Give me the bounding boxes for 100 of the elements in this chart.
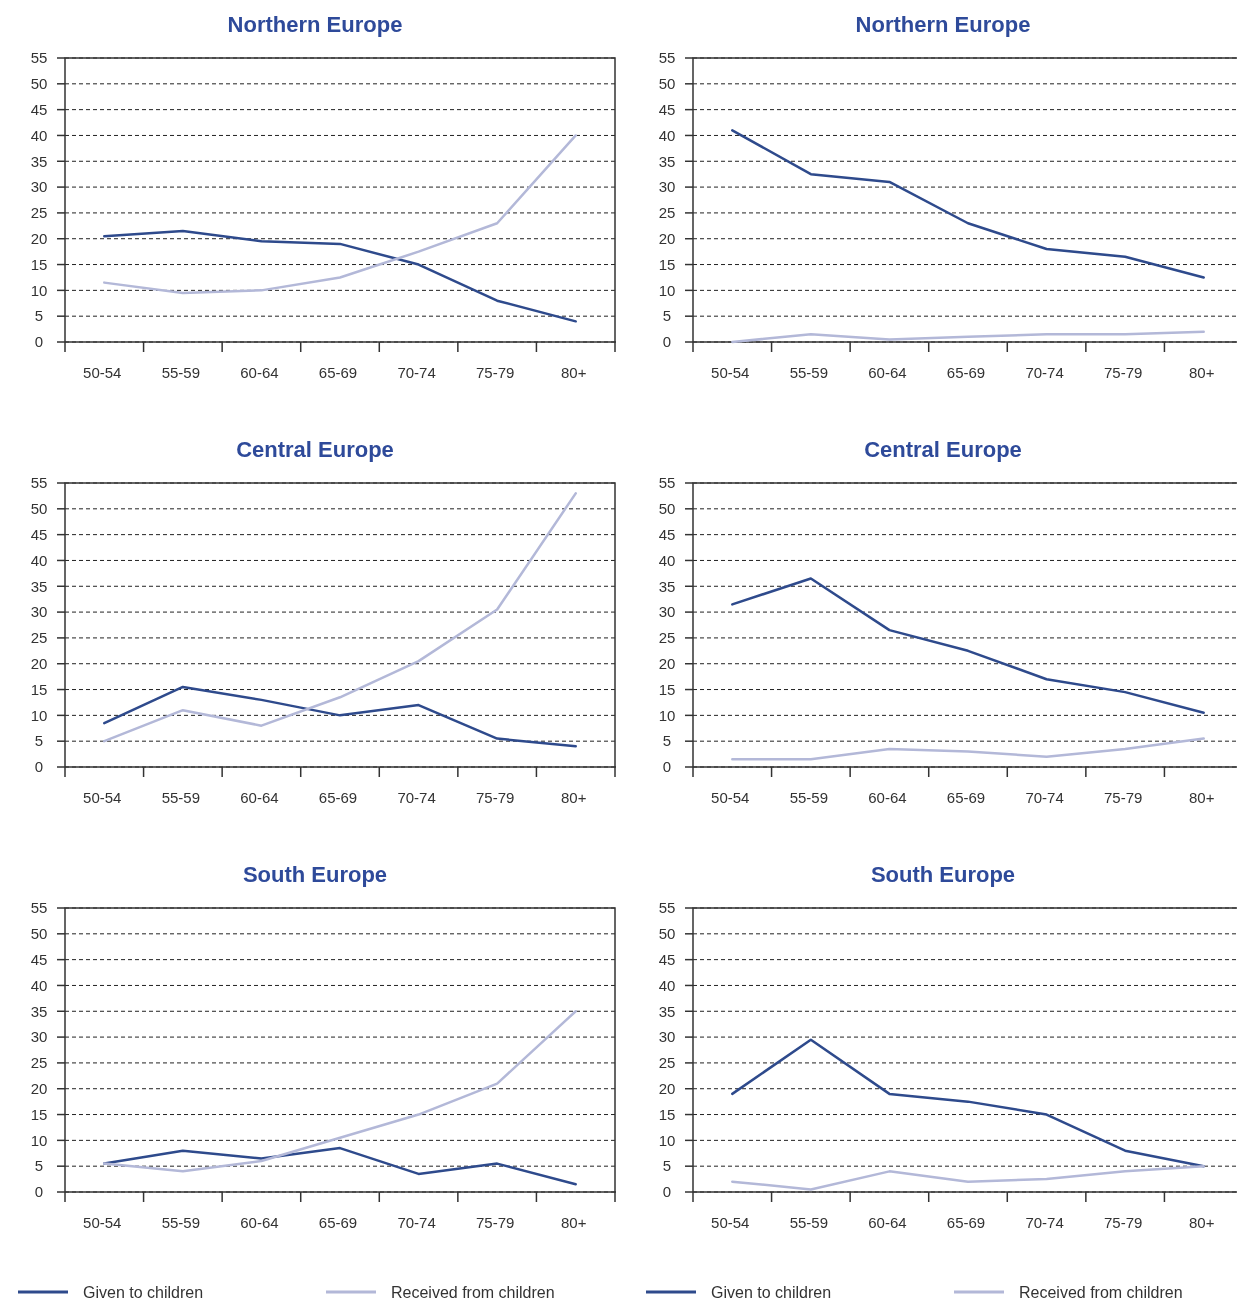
y-tick-label: 25: [658, 204, 676, 222]
y-tick-label: 40: [658, 126, 676, 144]
x-tick-label: 70-74: [1025, 1214, 1064, 1231]
y-tick-label: 40: [30, 976, 48, 994]
x-tick-label: 70-74: [397, 364, 436, 381]
x-tick-label: 50-54: [711, 1214, 750, 1231]
y-tick-label: 5: [34, 732, 44, 750]
line-series: [731, 330, 1205, 344]
y-tick-label: 10: [658, 706, 676, 724]
line-series: [731, 577, 1205, 715]
chart-title: South Europe: [870, 862, 1016, 887]
y-tick-label: 25: [658, 1054, 676, 1072]
y-tick-label: 10: [30, 281, 48, 299]
x-tick-label: 65-69: [318, 789, 358, 806]
y-tick-label: 30: [658, 178, 676, 196]
line-series: [103, 1010, 577, 1173]
chart-title: South Europe: [242, 862, 388, 887]
x-tick-label: 80+: [560, 789, 587, 806]
line-series: [731, 1038, 1205, 1168]
y-tick-label: 15: [658, 1105, 676, 1123]
y-tick-label: 50: [658, 925, 676, 943]
line-series: [103, 229, 577, 323]
x-tick-label: 65-69: [946, 1214, 986, 1231]
y-tick-label: 55: [658, 474, 676, 492]
x-tick-label: 50-54: [83, 1214, 122, 1231]
legend-label: Received from children: [391, 1283, 555, 1298]
line-series: [103, 1146, 577, 1186]
x-tick-label: 75-79: [475, 364, 515, 381]
y-tick-label: 35: [30, 577, 48, 595]
x-tick-label: 65-69: [946, 364, 986, 381]
y-tick-label: 25: [30, 204, 48, 222]
chart-title: Central Europe: [864, 437, 1022, 462]
line-series: [103, 685, 577, 748]
x-tick-label: 80+: [1188, 789, 1215, 806]
y-tick-label: 30: [658, 1028, 676, 1046]
x-tick-label: 50-54: [83, 364, 122, 381]
x-tick-label: 70-74: [1025, 364, 1064, 381]
y-tick-label: 15: [30, 1105, 48, 1123]
y-tick-label: 10: [658, 281, 676, 299]
x-tick-label: 70-74: [397, 1214, 436, 1231]
chart-title: Central Europe: [236, 437, 394, 462]
x-tick-label: 70-74: [397, 789, 436, 806]
y-tick-label: 20: [658, 654, 676, 672]
x-tick-label: 60-64: [240, 1214, 279, 1231]
x-tick-label: 70-74: [1025, 789, 1064, 806]
x-tick-label: 60-64: [240, 789, 279, 806]
y-tick-label: 30: [30, 178, 48, 196]
y-tick-label: 0: [34, 758, 44, 776]
y-tick-label: 50: [30, 500, 48, 518]
line-series: [731, 737, 1205, 761]
y-tick-label: 30: [30, 1028, 48, 1046]
x-tick-label: 80+: [1188, 364, 1215, 381]
y-tick-label: 5: [662, 732, 672, 750]
y-tick-label: 55: [658, 899, 676, 917]
y-tick-label: 5: [662, 307, 672, 325]
y-tick-label: 0: [662, 333, 672, 351]
y-tick-label: 15: [658, 680, 676, 698]
y-tick-label: 25: [30, 1054, 48, 1072]
y-tick-label: 20: [658, 1079, 676, 1097]
y-tick-label: 35: [658, 152, 676, 170]
y-tick-label: 45: [658, 950, 676, 968]
y-tick-label: 55: [30, 474, 48, 492]
y-tick-label: 0: [662, 758, 672, 776]
y-tick-label: 55: [30, 49, 48, 67]
legend-label: Given to children: [711, 1283, 832, 1298]
y-tick-label: 5: [34, 1157, 44, 1175]
x-tick-label: 65-69: [318, 364, 358, 381]
y-tick-label: 25: [30, 629, 48, 647]
y-tick-label: 5: [34, 307, 44, 325]
y-tick-label: 10: [658, 1131, 676, 1149]
y-tick-label: 40: [658, 976, 676, 994]
y-tick-label: 45: [658, 525, 676, 543]
y-tick-label: 30: [658, 603, 676, 621]
legend-label: Received from children: [1019, 1283, 1183, 1298]
x-tick-label: 65-69: [946, 789, 986, 806]
legend-label: Given to children: [83, 1283, 204, 1298]
y-tick-label: 45: [30, 525, 48, 543]
y-tick-label: 45: [30, 950, 48, 968]
y-tick-label: 20: [658, 229, 676, 247]
y-tick-label: 0: [34, 1183, 44, 1201]
y-tick-label: 50: [658, 500, 676, 518]
x-tick-label: 65-69: [318, 1214, 358, 1231]
y-tick-label: 15: [658, 255, 676, 273]
y-tick-label: 10: [30, 1131, 48, 1149]
x-tick-label: 80+: [1188, 1214, 1215, 1231]
x-tick-label: 75-79: [1103, 789, 1143, 806]
y-tick-label: 5: [662, 1157, 672, 1175]
x-tick-label: 50-54: [711, 789, 750, 806]
x-tick-label: 60-64: [868, 364, 907, 381]
line-series: [103, 134, 577, 295]
x-tick-label: 80+: [560, 1214, 587, 1231]
y-tick-label: 55: [658, 49, 676, 67]
y-tick-label: 10: [30, 706, 48, 724]
chart-title: Northern Europe: [855, 12, 1031, 37]
x-tick-label: 55-59: [161, 789, 201, 806]
y-tick-label: 50: [658, 75, 676, 93]
x-tick-label: 50-54: [83, 789, 122, 806]
x-tick-label: 55-59: [789, 1214, 829, 1231]
y-tick-label: 40: [30, 126, 48, 144]
y-tick-label: 20: [30, 654, 48, 672]
